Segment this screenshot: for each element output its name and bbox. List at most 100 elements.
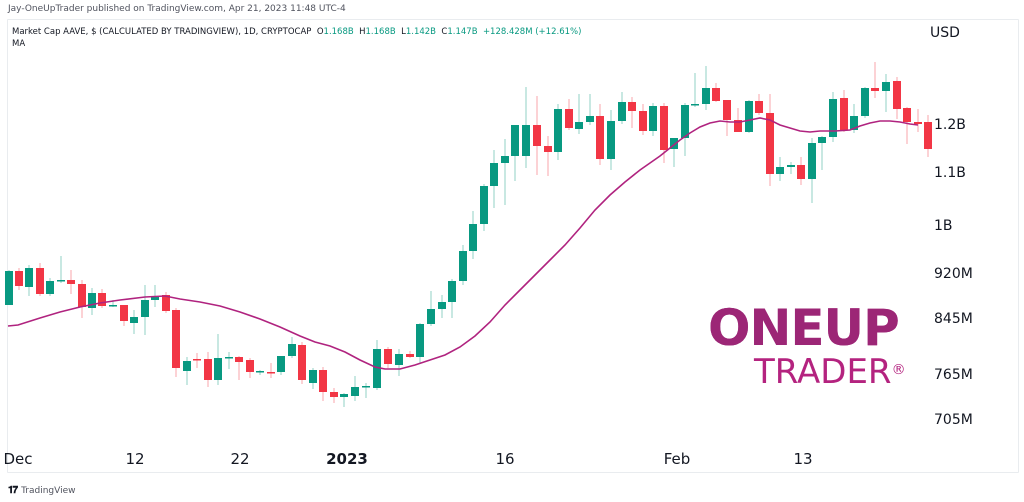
candle-body [924, 122, 932, 149]
candle-body [351, 387, 359, 396]
high-value: 1.168B [365, 27, 396, 37]
time-tick-label: 16 [495, 450, 515, 468]
tradingview-logo-icon: 𝟏𝟕 [8, 485, 18, 496]
candle-body [88, 293, 96, 308]
candle-body [67, 280, 75, 284]
candle-body [469, 224, 477, 251]
candle-body [384, 349, 392, 364]
price-tick-label: 1.2B [934, 117, 966, 133]
indicator-ma-label[interactable]: MA [12, 39, 26, 49]
candle-body [618, 102, 626, 121]
candle-body [501, 156, 509, 163]
watermark-line2: TRADER® [754, 354, 906, 390]
candle-body [755, 101, 763, 113]
candle-body [712, 88, 720, 101]
close-value: 1.147B [447, 27, 478, 37]
candle-body [586, 116, 594, 122]
candle-body [340, 394, 348, 397]
candle-body [406, 354, 414, 357]
candle-body [448, 281, 456, 302]
candle-body [98, 293, 106, 306]
candle-body [511, 125, 519, 156]
candles [5, 62, 932, 407]
candle-body [850, 116, 858, 130]
chart-frame [7, 19, 1019, 473]
candle-body [533, 125, 541, 146]
candle-body [256, 371, 264, 373]
symbol-description: Market Cap AAVE, $ (CALCULATED BY TRADIN… [12, 27, 312, 37]
currency-label[interactable]: USD [930, 25, 960, 41]
candle-body [172, 310, 180, 368]
candle-body [57, 280, 65, 282]
candle-body [893, 81, 901, 109]
candle-body [36, 268, 44, 294]
candle-body [46, 281, 54, 294]
moving-average-line [7, 117, 919, 370]
candle-body [670, 138, 678, 149]
candle-body [5, 271, 13, 305]
candle-body [459, 251, 467, 281]
candle-body [861, 88, 869, 116]
candle-body [903, 108, 911, 122]
candle-body [395, 354, 403, 365]
candle-body [522, 125, 530, 156]
candle-body [373, 349, 381, 388]
candle-body [766, 113, 774, 174]
candle-body [691, 104, 699, 106]
price-tick-label: 845M [934, 311, 973, 327]
candle-body [681, 105, 689, 138]
time-tick-label: Feb [663, 450, 691, 468]
candle-body [607, 121, 615, 159]
low-label: L [401, 27, 406, 37]
candle-body [787, 165, 795, 167]
candle-body [235, 357, 243, 362]
watermark-trader-text: TRADER [754, 352, 892, 392]
candle-body [183, 361, 191, 371]
candle-body [871, 88, 879, 91]
candle-body [649, 106, 657, 131]
footer-branding[interactable]: 𝟏𝟕 TradingView [8, 485, 76, 496]
candle-body [565, 109, 573, 128]
candle-body [818, 137, 826, 143]
tradingview-brand-text: TradingView [21, 485, 76, 496]
candle-body [702, 88, 710, 104]
candle-body [723, 100, 731, 120]
time-tick-label: 22 [230, 450, 250, 468]
candle-body [797, 165, 805, 179]
candle-body [490, 163, 498, 186]
time-tick-label: 13 [793, 450, 813, 468]
candle-body [193, 359, 201, 361]
candle-body [596, 116, 604, 159]
candle-body [214, 358, 222, 380]
candle-body [277, 356, 285, 372]
candle-body [25, 268, 33, 287]
change-value: +128.428M (+12.61%) [482, 27, 582, 37]
candle-body [628, 102, 636, 111]
candle-body [141, 300, 149, 317]
candle-body [246, 360, 254, 372]
candle-body [78, 284, 86, 307]
price-tick-label: 1B [934, 218, 953, 234]
candle-body [840, 98, 848, 130]
candle-body [416, 324, 424, 357]
open-value: 1.168B [323, 27, 354, 37]
candle-body [309, 370, 317, 383]
candle-body [745, 101, 753, 132]
candle-body [427, 309, 435, 324]
price-tick-label: 1.1B [934, 165, 966, 181]
registered-mark: ® [891, 362, 906, 378]
candle-body [225, 357, 233, 359]
candle-body [829, 99, 837, 137]
candle-body [362, 386, 370, 388]
candle-body [15, 271, 23, 286]
candle-body [808, 143, 816, 179]
candle-body [298, 345, 306, 380]
candle-body [162, 295, 170, 311]
candle-body [914, 122, 922, 124]
candle-body [438, 302, 446, 309]
oneup-trader-watermark: ONEUP TRADER® [708, 302, 906, 390]
low-value: 1.142B [405, 27, 437, 37]
candle-body [109, 305, 117, 307]
candle-body [120, 305, 128, 321]
